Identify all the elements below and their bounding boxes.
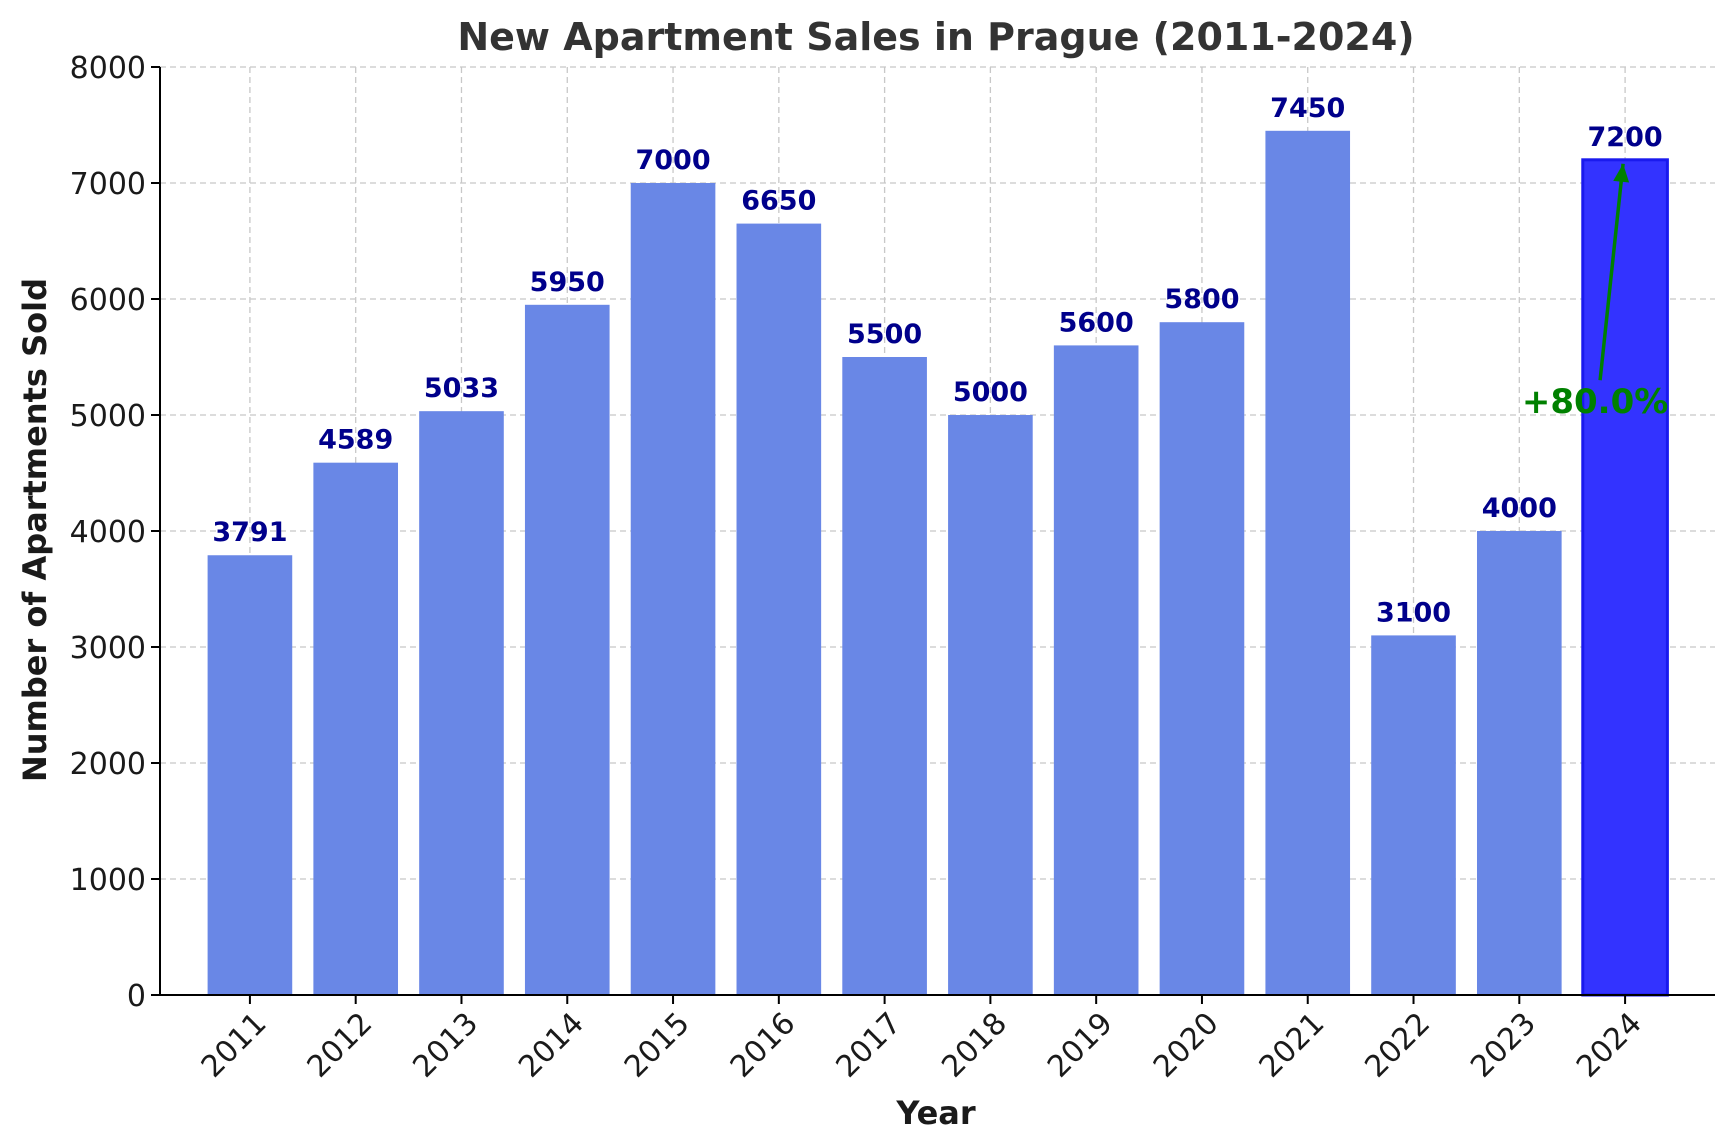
bars-group (207, 130, 1669, 997)
bar-2022 (1371, 635, 1456, 995)
data-label-2012: 4589 (318, 425, 393, 456)
x-tick-label-2013: 2013 (406, 1006, 485, 1085)
x-tick-label-2011: 2011 (195, 1006, 274, 1085)
data-label-2024: 7200 (1588, 122, 1663, 153)
y-tick-label-1000: 1000 (70, 863, 146, 898)
data-label-2017: 5500 (847, 319, 922, 350)
chart-title: New Apartment Sales in Prague (2011-2024… (457, 15, 1414, 59)
y-tick-label-3000: 3000 (70, 631, 146, 666)
x-tick-label-2017: 2017 (830, 1006, 909, 1085)
bar-2023 (1476, 531, 1562, 995)
annotation-arrow-head (1613, 163, 1630, 183)
data-label-2021: 7450 (1270, 93, 1345, 124)
x-tick-label-2015: 2015 (618, 1006, 697, 1085)
data-label-2022: 3100 (1376, 597, 1451, 628)
bar-2015 (630, 183, 716, 995)
bar-2014 (524, 304, 610, 995)
x-tick-label-2016: 2016 (724, 1006, 803, 1085)
y-tick-label-5000: 5000 (70, 399, 146, 434)
data-labels-group: 3791 4589 5033 5950 7000 6650 5500 5000 5600 5800… (212, 93, 1662, 629)
y-axis-label: Number of Apartments Sold (16, 278, 54, 782)
bar-2016 (736, 223, 822, 996)
annotation-arrow-line (1598, 163, 1625, 381)
bar-2024 (1581, 158, 1669, 997)
bar-2011 (207, 555, 293, 995)
x-tick-label-2018: 2018 (935, 1006, 1014, 1085)
data-label-2023: 4000 (1482, 493, 1557, 524)
bar-2020 (1159, 322, 1245, 995)
x-tick-label-2014: 2014 (512, 1006, 591, 1085)
bar-2021 (1265, 130, 1351, 996)
annotation-label: +80.0% (1522, 382, 1668, 422)
x-tick-label-2022: 2022 (1358, 1006, 1437, 1085)
data-label-2018: 5000 (953, 377, 1028, 408)
x-tick-label-2020: 2020 (1147, 1006, 1226, 1085)
x-tick-label-2019: 2019 (1041, 1006, 1120, 1085)
y-tick-label-4000: 4000 (70, 515, 146, 550)
x-axis-label: Year (895, 1094, 976, 1132)
x-tick-label-2023: 2023 (1464, 1006, 1543, 1085)
bar-2012 (313, 462, 399, 995)
bar-2018 (948, 415, 1033, 995)
x-tick-label-2024: 2024 (1570, 1006, 1649, 1085)
x-tick-label-2012: 2012 (301, 1006, 380, 1085)
bar-2013 (419, 411, 504, 995)
bar-2017 (842, 357, 927, 995)
data-label-2014: 5950 (530, 267, 605, 298)
data-label-2015: 7000 (635, 145, 710, 176)
data-label-2016: 6650 (741, 186, 816, 217)
y-tick-label-6000: 6000 (70, 283, 146, 318)
data-label-2013: 5033 (424, 373, 499, 404)
data-label-2019: 5600 (1059, 307, 1134, 338)
y-tick-label-2000: 2000 (70, 747, 146, 782)
bar-2019 (1053, 345, 1139, 995)
y-tick-label-0: 0 (127, 979, 146, 1014)
data-label-2020: 5800 (1164, 284, 1239, 315)
y-tick-label-7000: 7000 (70, 167, 146, 202)
annotation-group: +80.0% (1522, 163, 1668, 422)
y-tick-label-8000: 8000 (70, 51, 146, 86)
data-label-2011: 3791 (212, 517, 287, 548)
x-tick-label-2021: 2021 (1253, 1006, 1332, 1085)
